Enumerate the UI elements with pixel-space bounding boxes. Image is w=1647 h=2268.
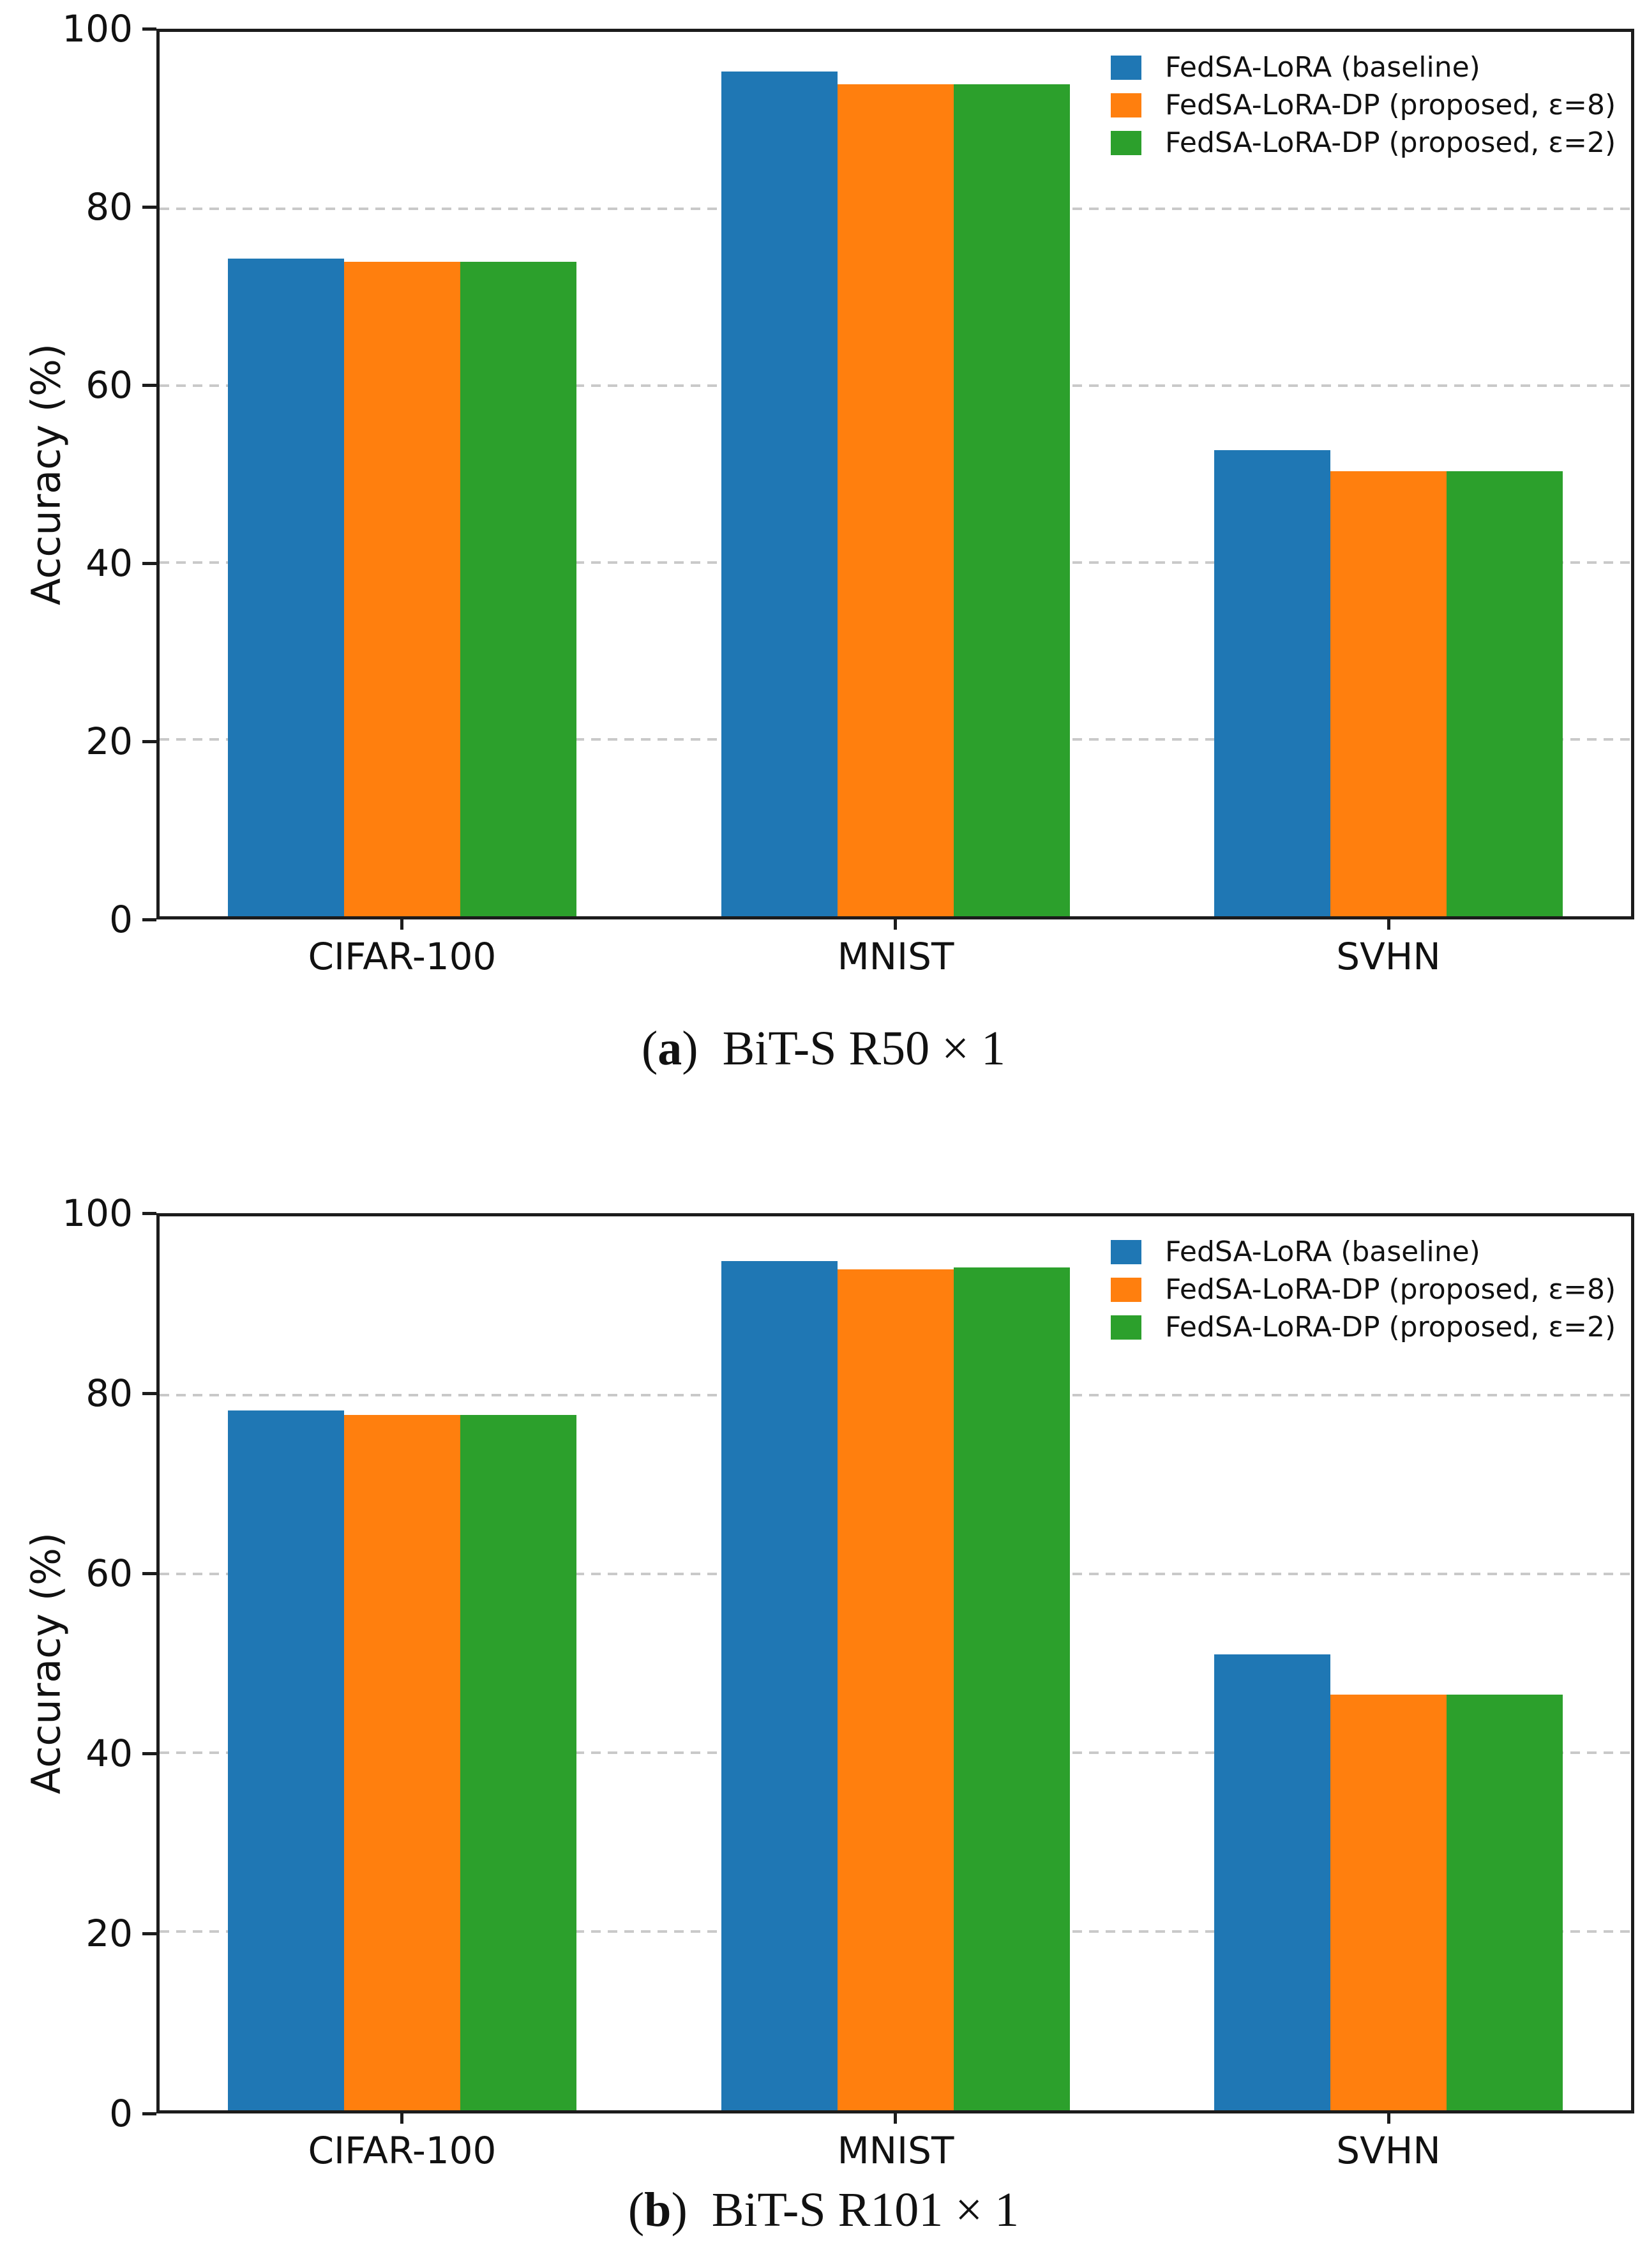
legend-label-2: FedSA-LoRA-DP (proposed, ε=8) xyxy=(1165,1273,1616,1306)
bar-svhn-series3 xyxy=(1447,1695,1563,2110)
x-tick-label-svhn: SVHN xyxy=(1336,2129,1441,2172)
legend-label-3: FedSA-LoRA-DP (proposed, ε=2) xyxy=(1165,126,1616,159)
y-tick-label-20: 20 xyxy=(86,1912,133,1955)
legend-swatch-3 xyxy=(1111,131,1141,155)
y-tick-label-60: 60 xyxy=(86,363,133,407)
y-tick-label-40: 40 xyxy=(86,541,133,585)
x-tick-mark-svhn xyxy=(1387,2113,1390,2124)
legend-label-1: FedSA-LoRA (baseline) xyxy=(1165,1236,1480,1268)
bar-cifar-100-series2 xyxy=(344,1415,460,2110)
caption-letter: b xyxy=(644,2183,672,2237)
y-tick-mark-20 xyxy=(142,1932,156,1935)
subplot-b: Accuracy (%) (b) BiT-S R101 × 1 0 20 40 60 8… xyxy=(0,1191,1647,2268)
y-tick-mark-0 xyxy=(142,918,156,921)
caption-paren-close: ) xyxy=(671,2183,688,2237)
bar-cifar-100-series3 xyxy=(460,1415,576,2110)
y-tick-mark-40 xyxy=(142,562,156,565)
legend-label-1: FedSA-LoRA (baseline) xyxy=(1165,51,1480,84)
plot-area xyxy=(156,29,1634,919)
bar-svhn-series2 xyxy=(1330,1695,1447,2110)
y-tick-label-100: 100 xyxy=(62,7,133,50)
y-tick-mark-80 xyxy=(142,206,156,209)
y-tick-mark-100 xyxy=(142,27,156,31)
x-tick-mark-mnist xyxy=(894,919,897,930)
bar-mnist-series2 xyxy=(838,1269,954,2110)
caption-paren-close: ) xyxy=(682,1022,698,1075)
legend-item-2: FedSA-LoRA-DP (proposed, ε=8) xyxy=(1111,90,1616,121)
x-tick-label-cifar-100: CIFAR-100 xyxy=(308,935,497,978)
x-tick-label-cifar-100: CIFAR-100 xyxy=(308,2129,497,2172)
y-tick-label-20: 20 xyxy=(86,720,133,763)
x-tick-mark-svhn xyxy=(1387,919,1390,930)
y-tick-mark-20 xyxy=(142,740,156,743)
caption-text: BiT-S R50 × 1 xyxy=(722,1022,1005,1075)
bar-mnist-series3 xyxy=(954,1267,1070,2110)
subplot-b-caption: (b) BiT-S R101 × 1 xyxy=(0,2182,1647,2238)
y-tick-label-60: 60 xyxy=(86,1552,133,1595)
legend-item-2: FedSA-LoRA-DP (proposed, ε=8) xyxy=(1111,1274,1616,1305)
y-tick-mark-80 xyxy=(142,1392,156,1395)
y-axis-label: Accuracy (%) xyxy=(22,343,70,605)
bar-mnist-series1 xyxy=(721,1261,838,2110)
legend-item-3: FedSA-LoRA-DP (proposed, ε=2) xyxy=(1111,1312,1616,1343)
bar-mnist-series2 xyxy=(838,84,954,916)
y-tick-label-80: 80 xyxy=(86,1372,133,1415)
bar-cifar-100-series3 xyxy=(460,262,576,916)
y-tick-mark-0 xyxy=(142,2112,156,2115)
legend-label-3: FedSA-LoRA-DP (proposed, ε=2) xyxy=(1165,1311,1616,1343)
subplot-a-caption: (a) BiT-S R50 × 1 xyxy=(0,1020,1647,1077)
plot-area xyxy=(156,1213,1634,2113)
bar-cifar-100-series2 xyxy=(344,262,460,916)
y-tick-label-40: 40 xyxy=(86,1732,133,1775)
bar-svhn-series2 xyxy=(1330,471,1447,916)
y-tick-mark-40 xyxy=(142,1752,156,1755)
x-tick-mark-mnist xyxy=(894,2113,897,2124)
legend-label-2: FedSA-LoRA-DP (proposed, ε=8) xyxy=(1165,89,1616,121)
y-tick-label-100: 100 xyxy=(62,1191,133,1235)
bar-mnist-series1 xyxy=(721,72,838,916)
x-tick-label-mnist: MNIST xyxy=(837,2129,954,2172)
y-tick-label-0: 0 xyxy=(109,2092,133,2135)
y-tick-mark-60 xyxy=(142,384,156,387)
bar-mnist-series3 xyxy=(954,84,1070,916)
legend-item-3: FedSA-LoRA-DP (proposed, ε=2) xyxy=(1111,128,1616,158)
x-tick-mark-cifar-100 xyxy=(400,2113,403,2124)
bar-cifar-100-series1 xyxy=(228,1410,344,2110)
x-tick-label-mnist: MNIST xyxy=(837,935,954,978)
caption-letter: a xyxy=(658,1022,682,1075)
y-tick-mark-60 xyxy=(142,1572,156,1575)
x-tick-label-svhn: SVHN xyxy=(1336,935,1441,978)
caption-paren-open: ( xyxy=(628,2183,645,2237)
caption-paren-open: ( xyxy=(641,1022,658,1075)
legend-swatch-2 xyxy=(1111,93,1141,117)
y-tick-label-80: 80 xyxy=(86,185,133,229)
y-tick-label-0: 0 xyxy=(109,898,133,941)
legend-swatch-1 xyxy=(1111,56,1141,80)
y-tick-mark-100 xyxy=(142,1212,156,1215)
legend-swatch-1 xyxy=(1111,1240,1141,1264)
legend-swatch-2 xyxy=(1111,1278,1141,1302)
subplot-a: Accuracy (%) (a) BiT-S R50 × 1 0 20 40 60 80… xyxy=(0,7,1647,1077)
bar-svhn-series1 xyxy=(1214,450,1330,916)
legend-item-1: FedSA-LoRA (baseline) xyxy=(1111,52,1609,83)
caption-text: BiT-S R101 × 1 xyxy=(711,2183,1019,2237)
bar-cifar-100-series1 xyxy=(228,259,344,916)
bar-svhn-series3 xyxy=(1447,471,1563,916)
legend-item-1: FedSA-LoRA (baseline) xyxy=(1111,1237,1609,1267)
y-axis-label: Accuracy (%) xyxy=(22,1532,70,1795)
bar-svhn-series1 xyxy=(1214,1654,1330,2110)
legend-swatch-3 xyxy=(1111,1315,1141,1340)
x-tick-mark-cifar-100 xyxy=(400,919,403,930)
